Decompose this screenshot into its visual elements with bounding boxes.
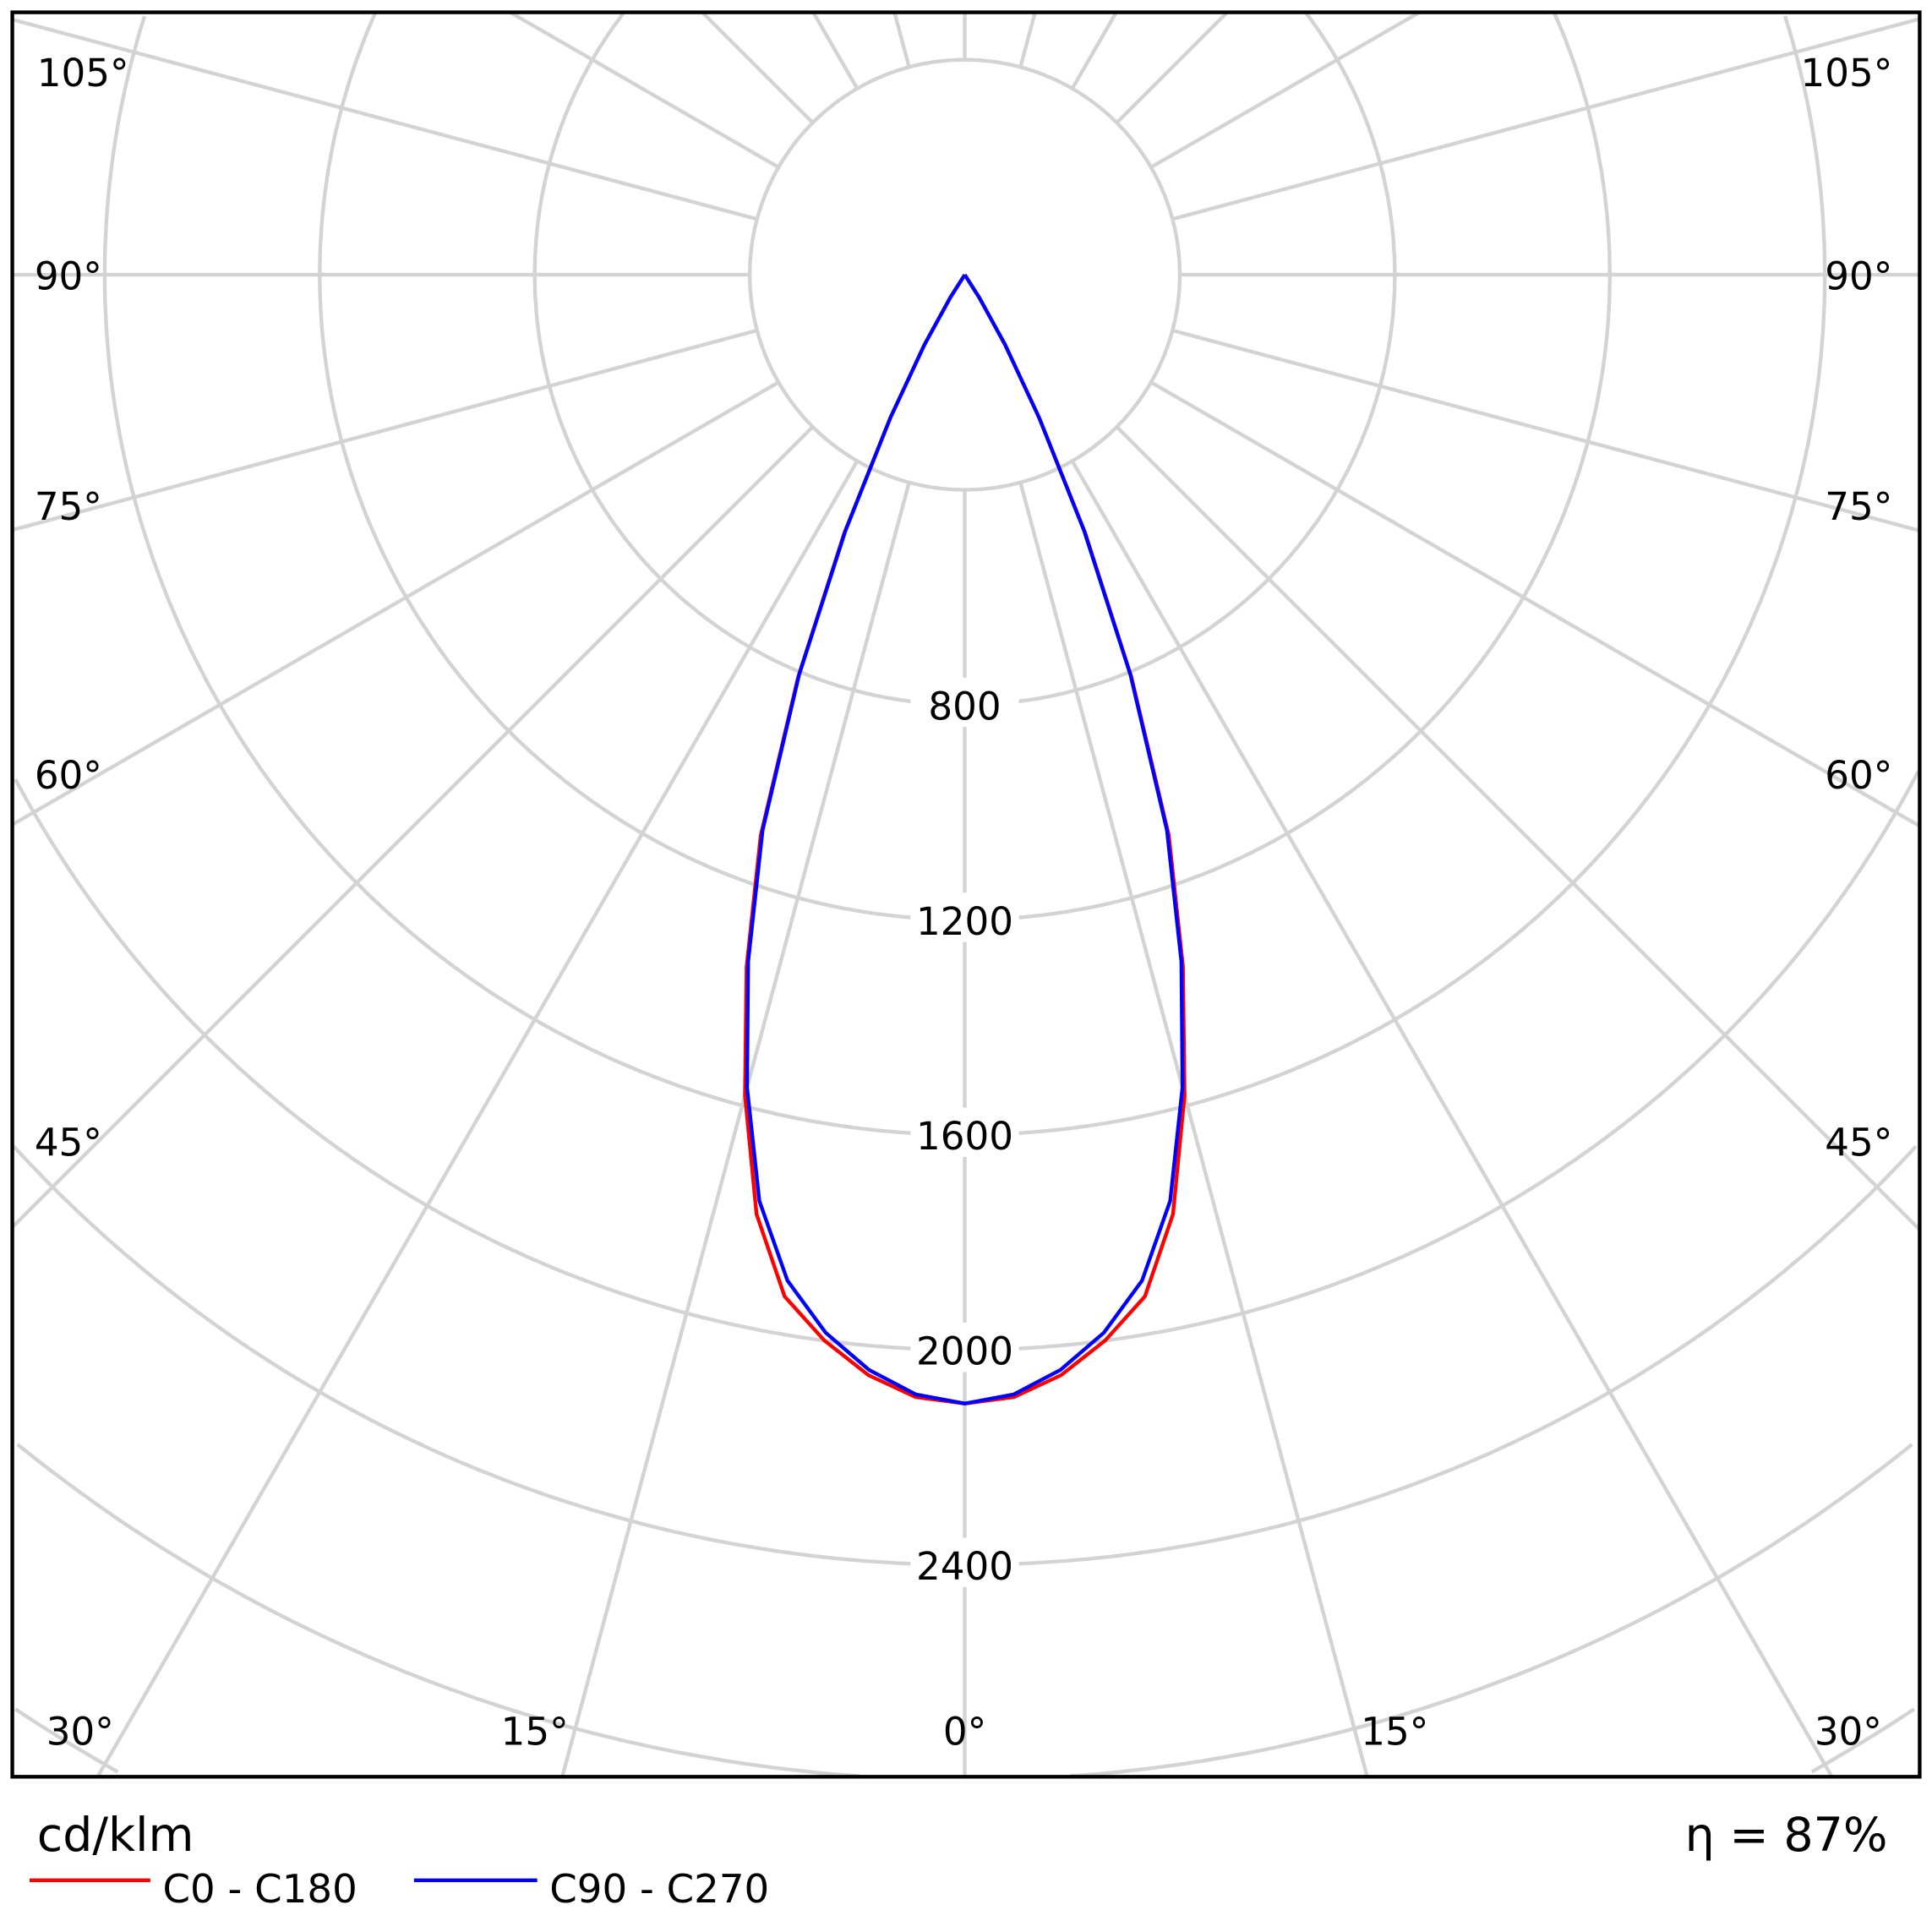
grid-spoke bbox=[96, 460, 860, 1777]
radial-tick-label: 800 bbox=[928, 684, 1001, 729]
angle-labels: 30° 15° 0° 15° 30° 105° 90° 75° 60° 45° … bbox=[35, 51, 1893, 1754]
grid-spoke bbox=[1070, 12, 1118, 90]
radial-label-bg bbox=[910, 677, 1019, 728]
grid-spoke bbox=[1171, 328, 1920, 532]
radial-tick-label: 2400 bbox=[916, 1544, 1013, 1589]
grid-circle bbox=[14, 778, 965, 1352]
angle-label: 105° bbox=[37, 51, 129, 96]
radial-label-bg bbox=[910, 1323, 1019, 1373]
angle-label: 105° bbox=[1801, 51, 1893, 96]
radial-label-bg bbox=[910, 1537, 1019, 1587]
unit-label: cd/klm bbox=[37, 1809, 194, 1863]
radial-tick-label: 1600 bbox=[916, 1114, 1013, 1159]
radial-tick-label: 1200 bbox=[916, 899, 1013, 944]
grid-circle bbox=[1810, 1707, 1916, 1774]
grid-spoke bbox=[892, 12, 911, 68]
grid-circle bbox=[964, 770, 1920, 1352]
grid-spoke bbox=[560, 482, 911, 1777]
legend: C0 - C180 C90 - C270 bbox=[29, 1867, 769, 1913]
grid-circle bbox=[1069, 1443, 1913, 1777]
grid-circle bbox=[16, 1443, 860, 1777]
grid-spoke bbox=[12, 18, 758, 221]
radial-tick-label: 2000 bbox=[916, 1329, 1013, 1374]
grid-spoke bbox=[1018, 482, 1369, 1777]
angle-label: 0° bbox=[943, 1709, 986, 1754]
plot-frame bbox=[10, 10, 1922, 1779]
angle-label: 75° bbox=[1825, 484, 1892, 529]
angle-label: 15° bbox=[1361, 1709, 1428, 1754]
curves bbox=[743, 273, 1187, 1405]
legend-label-c90: C90 - C270 bbox=[549, 1867, 769, 1913]
grid-spoke bbox=[811, 12, 860, 90]
angle-label: 15° bbox=[501, 1709, 569, 1754]
grid-spoke bbox=[1149, 380, 1920, 828]
radial-tick-labels: 800 1200 1600 2000 2400 bbox=[910, 677, 1019, 1589]
series-curve-c90-c270 bbox=[745, 273, 1185, 1405]
grid-circle bbox=[532, 12, 965, 707]
grid-circle bbox=[12, 1144, 965, 1567]
grid-spoke bbox=[1149, 12, 1421, 169]
grid-spoke bbox=[1171, 17, 1920, 221]
angle-label: 60° bbox=[1825, 753, 1892, 798]
grid bbox=[12, 12, 1920, 1777]
grid-circle bbox=[964, 15, 1827, 1137]
angle-label: 90° bbox=[35, 254, 102, 299]
grid-circle bbox=[964, 12, 1397, 707]
grid-spoke bbox=[1115, 425, 1920, 1231]
angle-label: 30° bbox=[1815, 1709, 1882, 1754]
grid-spoke bbox=[509, 12, 780, 169]
grid-circle bbox=[102, 15, 965, 1137]
grid-spoke bbox=[12, 425, 815, 1229]
grid-circle bbox=[964, 1144, 1918, 1567]
grid-spoke bbox=[1018, 12, 1037, 68]
angle-label: 75° bbox=[35, 484, 102, 529]
angle-label: 45° bbox=[1825, 1121, 1892, 1165]
radial-label-bg bbox=[910, 892, 1019, 942]
angle-label: 60° bbox=[35, 753, 102, 798]
legend-label-c0: C0 - C180 bbox=[162, 1867, 357, 1913]
radial-label-bg bbox=[910, 1107, 1019, 1157]
angle-label: 90° bbox=[1825, 254, 1892, 299]
angle-label: 30° bbox=[46, 1709, 114, 1754]
grid-spoke bbox=[12, 380, 780, 827]
efficiency-label: η = 87% bbox=[1685, 1809, 1888, 1863]
grid-spoke bbox=[1115, 12, 1229, 124]
grid-spoke bbox=[12, 328, 758, 532]
grid-spoke bbox=[1070, 460, 1834, 1777]
grid-circle bbox=[14, 1707, 119, 1774]
angle-label: 45° bbox=[35, 1121, 102, 1165]
grid-spoke bbox=[701, 12, 815, 124]
